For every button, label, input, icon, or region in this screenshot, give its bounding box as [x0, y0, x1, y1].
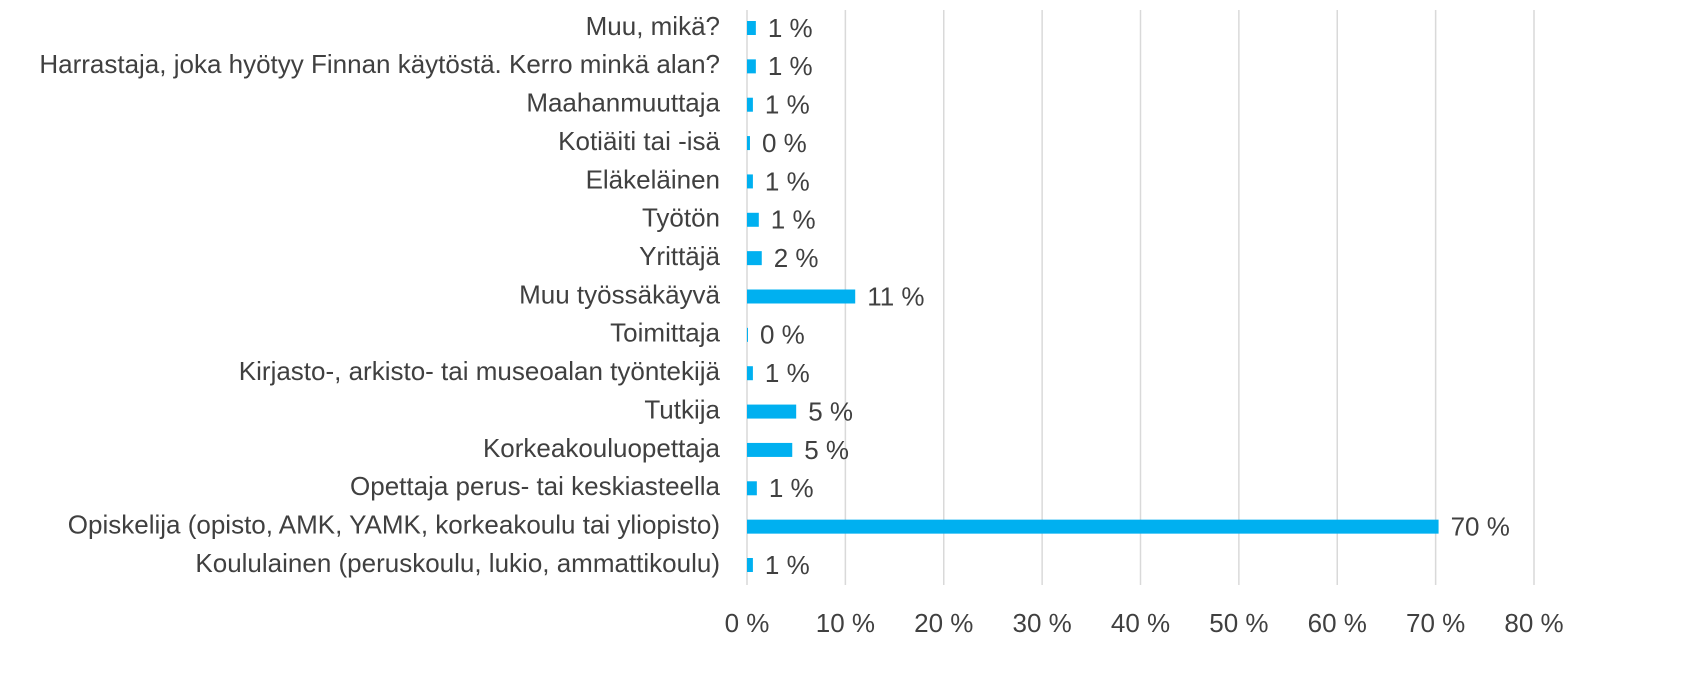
data-label: 1 % — [765, 166, 810, 196]
category-label: Harrastaja, joka hyötyy Finnan käytöstä.… — [39, 49, 720, 79]
bar — [747, 327, 748, 342]
category-label: Yrittäjä — [639, 241, 720, 271]
x-tick-label: 50 % — [1209, 608, 1268, 638]
data-label: 0 % — [760, 320, 805, 350]
bar — [747, 366, 753, 381]
category-label: Muu, mikä? — [586, 11, 720, 41]
category-label: Opiskelija (opisto, AMK, YAMK, korkeakou… — [68, 510, 720, 540]
data-label: 1 % — [765, 550, 810, 580]
category-label: Kirjasto-, arkisto- tai museoalan työnte… — [239, 356, 721, 386]
data-label: 70 % — [1451, 512, 1510, 542]
data-label: 2 % — [774, 243, 819, 273]
bar — [747, 174, 753, 189]
data-label: 1 % — [769, 473, 814, 503]
x-tick-label: 0 % — [725, 608, 770, 638]
data-label: 5 % — [804, 435, 849, 465]
bar — [747, 519, 1439, 534]
category-label: Toimittaja — [610, 318, 720, 348]
x-tick-label: 70 % — [1406, 608, 1465, 638]
data-label: 1 % — [765, 358, 810, 388]
category-label: Opettaja perus- tai keskiasteella — [350, 471, 721, 501]
x-tick-label: 60 % — [1308, 608, 1367, 638]
bar — [747, 251, 762, 266]
x-tick-label: 20 % — [914, 608, 973, 638]
bar — [747, 558, 753, 572]
data-label: 1 % — [765, 90, 810, 120]
category-label: Maahanmuuttaja — [526, 88, 720, 118]
data-label: 1 % — [771, 205, 816, 235]
x-tick-label: 10 % — [816, 608, 875, 638]
bar — [747, 442, 793, 457]
bar — [747, 136, 750, 151]
data-label: 1 % — [768, 13, 813, 43]
category-label: Koululainen (peruskoulu, lukio, ammattik… — [195, 548, 720, 578]
bar — [747, 481, 757, 496]
category-label: Työtön — [642, 203, 720, 233]
x-tick-label: 80 % — [1504, 608, 1563, 638]
category-label: Tutkija — [644, 394, 720, 424]
x-tick-label: 30 % — [1012, 608, 1071, 638]
data-label: 11 % — [867, 281, 924, 311]
x-tick-label: 40 % — [1111, 608, 1170, 638]
category-label: Muu työssäkäyvä — [519, 279, 720, 309]
category-label: Eläkeläinen — [586, 164, 720, 194]
category-label: Kotiäiti tai -isä — [558, 126, 720, 156]
bar — [747, 212, 759, 227]
bar — [747, 404, 797, 419]
bar — [747, 21, 756, 35]
bar — [747, 97, 753, 112]
bar — [747, 59, 756, 74]
bar — [747, 289, 856, 304]
data-label: 5 % — [808, 396, 853, 426]
data-label: 0 % — [762, 128, 807, 158]
data-label: 1 % — [768, 51, 813, 81]
category-label: Korkeakouluopettaja — [483, 433, 721, 463]
